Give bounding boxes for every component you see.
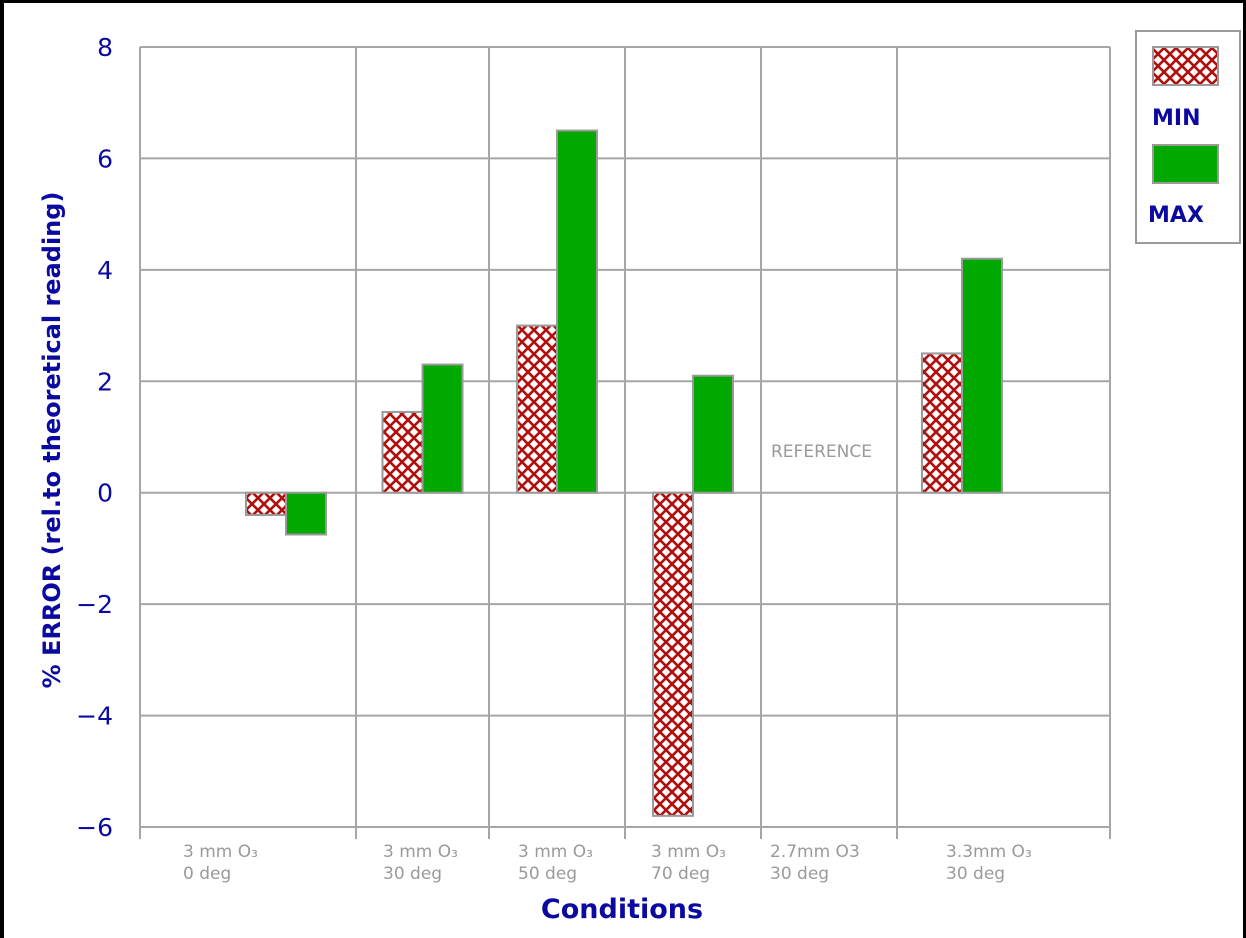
y-tick-label: 8 — [97, 33, 113, 62]
bar-max — [556, 129, 598, 494]
legend-max-label: MAX — [1148, 203, 1204, 228]
category-label: 30 deg — [770, 864, 829, 884]
y-tick-label: −4 — [76, 702, 113, 731]
category-label: 30 deg — [946, 864, 1005, 884]
category-label: 70 deg — [651, 864, 710, 884]
category-label: 2.7mm O3 — [770, 842, 860, 862]
category-label: 0 deg — [183, 864, 231, 884]
category-label: 3 mm O₃ — [383, 842, 458, 862]
category-label: 30 deg — [383, 864, 442, 884]
reference-annotation: REFERENCE — [771, 442, 872, 462]
legend-min-label: MIN — [1152, 106, 1201, 131]
y-tick-label: −2 — [76, 590, 113, 619]
bar-max — [285, 491, 327, 536]
legend-min-swatch — [1152, 46, 1219, 86]
y-tick-label: 4 — [97, 256, 113, 285]
y-tick-label: 0 — [97, 479, 113, 508]
legend-max-swatch — [1152, 144, 1219, 184]
bar-min — [245, 491, 287, 517]
bars — [245, 129, 1003, 817]
y-axis-title: % ERROR (rel.to theoretical reading) — [38, 192, 66, 689]
category-label: 3 mm O₃ — [651, 842, 726, 862]
category-label: 3 mm O₃ — [183, 842, 258, 862]
category-label: 3 mm O₃ — [518, 842, 593, 862]
legend: MIN MAX — [1135, 30, 1241, 244]
bar-min — [652, 491, 694, 817]
bar-min — [921, 352, 963, 494]
category-label: 50 deg — [518, 864, 577, 884]
y-tick-labels: 8 6 4 2 0 −2 −4 −6 — [76, 33, 113, 842]
bar-max — [961, 257, 1003, 494]
bar-max — [692, 374, 734, 494]
category-label: 3.3mm O₃ — [946, 842, 1032, 862]
y-tick-label: −6 — [76, 813, 113, 842]
y-tick-label: 2 — [97, 367, 113, 396]
x-axis-title: Conditions — [541, 894, 703, 925]
bar-min — [516, 324, 558, 494]
bar-max — [421, 363, 464, 494]
y-tick-label: 6 — [97, 144, 113, 173]
bar-min — [381, 410, 424, 494]
